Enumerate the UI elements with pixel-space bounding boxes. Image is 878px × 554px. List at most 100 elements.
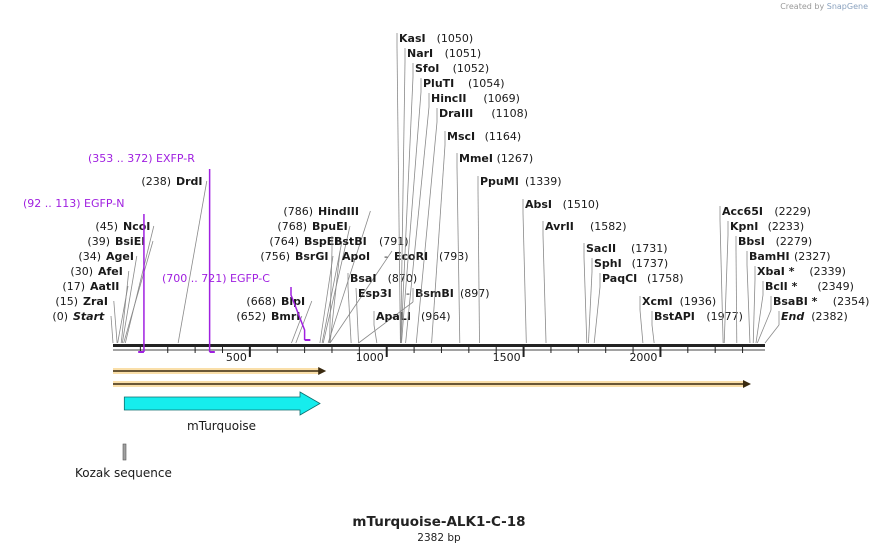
site-name: AatII <box>90 280 119 293</box>
site-name: Esp3I <box>358 287 392 300</box>
site-position: (791) <box>379 235 409 248</box>
site-leader-line <box>355 287 359 344</box>
site-sfoi: SfoI (1052) <box>400 62 489 344</box>
ruler-tick-label: 500 <box>226 351 247 364</box>
site-position: (1510) <box>563 198 600 211</box>
site-name: MmeI <box>459 152 493 165</box>
site-name: BspEI <box>304 235 338 248</box>
site-kpni: KpnI (2233) <box>723 220 805 344</box>
site-name: BclI * <box>765 280 798 293</box>
site-leader-line <box>123 240 154 344</box>
site-mmei: MmeI (1267) <box>456 152 533 344</box>
site-leader-line <box>639 309 644 344</box>
site-name: NarI <box>407 47 433 60</box>
site-apali: ApaLI (964) <box>373 310 451 344</box>
site-nari: NarI (1051) <box>400 47 482 344</box>
orf-arrow-head <box>318 367 327 375</box>
site-name: BsmBI <box>415 287 454 300</box>
site-bsrgi: (756) BsrGI <box>260 250 334 344</box>
site-leader-line <box>177 180 208 344</box>
primer-label: (700 .. 721) EGFP-C <box>162 272 270 285</box>
site-leader-line <box>746 264 751 344</box>
site-zrai: (15) ZraI <box>55 295 118 344</box>
map-title: mTurquoise-ALK1-C-18 <box>352 514 526 530</box>
site-bpuei: (768) BpuEI <box>277 220 351 344</box>
site-leader-line <box>401 91 422 344</box>
site-leader-line <box>431 144 446 344</box>
site-drdi: (238) DrdI <box>141 175 208 344</box>
site-position: (2382) <box>811 310 848 323</box>
site-name: ApaLI <box>376 310 411 323</box>
site-name: BsiEI <box>115 235 145 248</box>
restriction-sites: (0) Start (15) ZraI (17) AatII (30) AfeI (34) Age… <box>52 32 870 344</box>
site-bbsi: BbsI (2279) <box>735 235 812 344</box>
site-position: (1977) <box>706 310 743 323</box>
site-position: (768) <box>277 220 307 233</box>
site-name: PluTI <box>423 77 454 90</box>
site-leader-line <box>396 46 401 344</box>
site-bstbi: BstBI (791) <box>329 235 409 344</box>
site-name: Acc65I <box>722 205 763 218</box>
backbone-line <box>113 344 765 347</box>
site-position: (793) <box>439 250 469 263</box>
site-leader-line <box>522 212 527 344</box>
site-leader-line <box>120 270 130 344</box>
site-leader-line <box>329 250 393 344</box>
site-leader-line <box>588 271 593 344</box>
site-position: (1050) <box>437 32 474 45</box>
site-position: (2229) <box>774 205 811 218</box>
site-name: End <box>781 310 804 323</box>
site-position: (870) <box>388 272 418 285</box>
primer-exfp-r: (353 .. 372) EXFP-R <box>88 152 215 353</box>
credit-prefix: Created by <box>780 2 825 11</box>
site-leader-line <box>719 219 724 344</box>
site-avrii: AvrII (1582) <box>542 220 627 344</box>
site-leader-line <box>723 234 729 344</box>
ruler-tick-label: 1500 <box>493 351 521 364</box>
site-leader-line <box>321 240 343 344</box>
site-leader-line <box>319 255 334 344</box>
site-leader-line <box>113 300 118 344</box>
primer-egfp-c: (700 .. 721) EGFP-C <box>162 272 311 341</box>
site-name: KasI <box>399 32 426 45</box>
site-hindiii: (786) HindIII <box>283 205 371 344</box>
primers: (92 .. 113) EGFP-N (353 .. 372) EXFP-R (70… <box>23 152 311 353</box>
snapgene-credit: Created by SnapGene <box>780 2 868 11</box>
site-bsabi: BsaBI * (2354) <box>756 295 870 344</box>
site-name: NcoI <box>123 220 150 233</box>
site-hincii: HincII (1069) <box>405 92 520 344</box>
site-bmri: (652) BmrI <box>236 310 303 344</box>
site-name: BpuEI <box>312 220 348 233</box>
site-leader-line <box>456 166 461 344</box>
site-name: XbaI * <box>757 265 795 278</box>
site-leader-line <box>477 189 480 344</box>
site-bstapi: BstAPI (1977) <box>651 310 743 344</box>
site-position: (2233) <box>768 220 805 233</box>
site-name: BamHI <box>749 250 790 263</box>
site-msci: MscI (1164) <box>431 130 521 344</box>
site-position: (1054) <box>468 77 505 90</box>
site-apoi: ApoI <box>329 250 370 344</box>
ruler-tick-label: 1000 <box>356 351 384 364</box>
site-name: ZraI <box>83 295 108 308</box>
site-name: BsaBI * <box>773 295 818 308</box>
site-leader-line <box>291 315 303 344</box>
site-leader-line <box>373 324 378 344</box>
site-leader-line <box>405 106 430 344</box>
site-bsmbi: BsmBI (897) <box>358 287 490 344</box>
site-bsai: BsaI (870) <box>347 272 418 344</box>
site-name: BmrI <box>271 310 300 323</box>
site-position: (2354) <box>833 295 870 308</box>
site-position: (897) <box>460 287 490 300</box>
snapgene-logo-text: SnapGene <box>826 2 868 11</box>
site-position: (1731) <box>631 242 668 255</box>
site-leader-line <box>415 121 438 344</box>
orf-arrows <box>113 367 751 388</box>
site-leader-line <box>755 294 764 344</box>
site-position: (2349) <box>817 280 854 293</box>
site-position: (1051) <box>445 47 482 60</box>
site-position: (964) <box>421 310 451 323</box>
site-leader-line <box>121 255 138 344</box>
ruler-tick-labels: 500 1000 1500 2000 <box>226 351 658 364</box>
site-name: DraIII <box>439 107 473 120</box>
